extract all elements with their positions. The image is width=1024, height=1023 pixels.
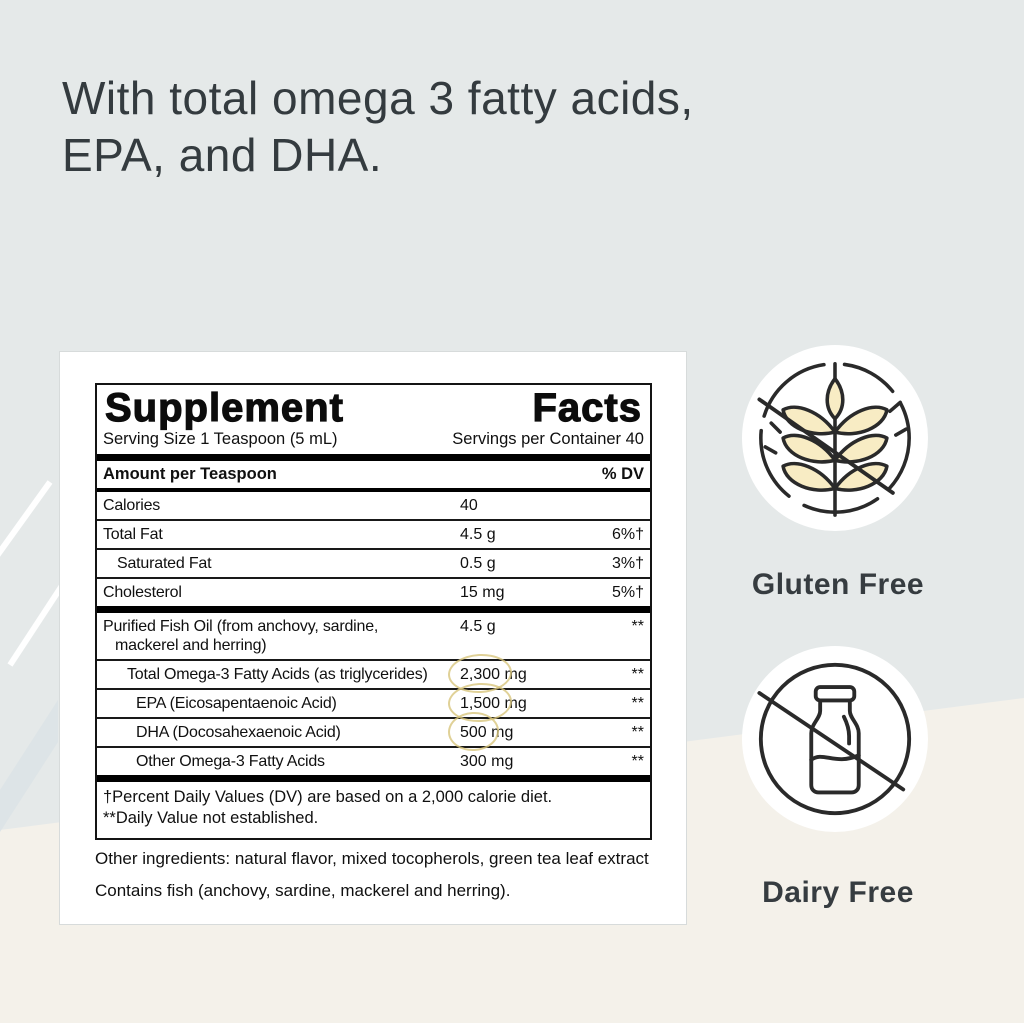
panel-title-word-2: Facts [532,386,642,430]
wheat-tick [769,421,782,434]
nutrient-dv: 3%† [611,555,644,572]
column-header-amount: Amount per Teaspoon [103,465,277,483]
nutrient-name-line2: mackerel and herring) [115,637,267,654]
bottle-body [809,698,861,795]
thick-divider [97,606,650,613]
gluten-free-badge [742,345,928,531]
facts-row: Calories 40 [97,492,650,519]
highlighted-value: 1,500 [460,695,501,712]
supplement-facts-panel: Supplement Facts Serving Size 1 Teaspoon… [95,383,652,840]
facts-row: Saturated Fat 0.5 g 3%† [97,548,650,577]
serving-row: Serving Size 1 Teaspoon (5 mL) Servings … [97,429,650,454]
nutrient-name: Purified Fish Oil (from anchovy, sardine… [103,617,460,655]
nutrient-name: Cholesterol [103,584,182,601]
nutrient-amount: 2,300 mg [460,666,527,683]
headline-line-2: EPA, and DHA. [62,129,383,181]
nutrient-dv: ** [631,666,644,683]
footnote-dv: †Percent Daily Values (DV) are based on … [103,788,553,806]
wheat-crossed-icon [757,362,911,517]
no-slash [757,691,906,792]
footnotes: †Percent Daily Values (DV) are based on … [97,782,650,838]
headline-line-1: With total omega 3 fatty acids, [62,72,694,124]
nutrient-amount: 4.5 g [460,618,496,635]
nutrient-amount: 40 [460,496,578,515]
serving-size: Serving Size 1 Teaspoon (5 mL) [103,430,338,448]
supplement-facts-card: Supplement Facts Serving Size 1 Teaspoon… [59,351,687,925]
nutrient-dv: ** [631,724,644,741]
nutrient-amount: 300 mg [460,753,514,770]
nutrient-dv: ** [631,695,644,712]
nutrient-name: Total Fat [103,526,163,543]
highlighted-value: 2,300 [460,666,501,683]
nutrient-name: Other Omega-3 Fatty Acids [136,753,325,770]
nutrient-amount: 500 mg [460,724,514,741]
nutrient-amount: 15 mg [460,584,505,601]
footnote-not-established: **Daily Value not established. [103,809,319,827]
value: 4.5 [460,618,483,635]
facts-row: EPA (Eicosapentaenoic Acid) 1,500 mg ** [97,688,650,717]
other-ingredients: Other ingredients: natural flavor, mixed… [95,849,649,868]
nutrient-dv: 6%† [611,526,644,543]
nutrient-amount: 4.5 g [460,526,496,543]
nutrient-amount: 1,500 mg [460,695,527,712]
milk-bottle-crossed-icon [757,662,912,816]
nutrient-dv: ** [631,618,644,635]
gluten-free-label: Gluten Free [751,568,925,601]
nutrient-name: Saturated Fat [117,555,212,572]
thick-divider [97,775,650,782]
value: 0.5 [460,555,483,572]
column-header-row: Amount per Teaspoon % DV [97,461,650,488]
wheat-tick [894,427,908,437]
wheat-leaves [781,376,889,492]
nutrient-dv: ** [631,753,644,770]
wheat-tick [763,445,778,455]
nutrient-name: Calories [103,497,161,514]
bottle-cap [813,685,857,703]
bottle-neck-line [841,714,852,746]
value: 15 [460,584,478,601]
value: 40 [460,497,478,514]
circle-outline [758,662,912,816]
blue-streak [0,700,58,832]
servings-per-container: Servings per Container 40 [452,430,644,448]
column-header-dv: % DV [601,465,644,483]
panel-title: Supplement Facts [97,385,650,429]
headline: With total omega 3 fatty acids, EPA, and… [62,70,694,184]
facts-row: Total Fat 4.5 g 6%† [97,519,650,548]
facts-row: Total Omega-3 Fatty Acids (as triglyceri… [97,659,650,688]
facts-row: Purified Fish Oil (from anchovy, sardine… [97,613,650,659]
wheat-tick [888,400,903,414]
contains-statement: Contains fish (anchovy, sardine, mackere… [95,881,511,900]
no-slash [757,397,895,495]
panel-title-word-1: Supplement [104,386,344,430]
nutrient-dv: 5%† [611,584,644,601]
value: 4.5 [460,526,483,543]
highlighted-value: 500 [460,724,487,741]
nutrient-name: Total Omega-3 Fatty Acids (as triglyceri… [127,666,428,683]
dairy-free-badge [742,646,928,832]
facts-row: DHA (Docosahexaenoic Acid) 500 mg ** [97,717,650,746]
thick-divider [97,454,650,461]
dairy-free-label: Dairy Free [762,876,914,909]
nutrient-name: EPA (Eicosapentaenoic Acid) [136,695,337,712]
medium-divider [97,488,650,492]
nutrient-name: DHA (Docosahexaenoic Acid) [136,724,341,741]
white-streak [0,480,53,557]
facts-rows: Calories 40 Total Fat 4.5 g 6%† Saturated Fat… [97,492,650,775]
facts-row: Other Omega-3 Fatty Acids 300 mg ** [97,746,650,775]
nutrient-amount: 0.5 g [460,555,496,572]
facts-row: Cholesterol 15 mg 5%† [97,577,650,606]
value: 300 [460,753,487,770]
